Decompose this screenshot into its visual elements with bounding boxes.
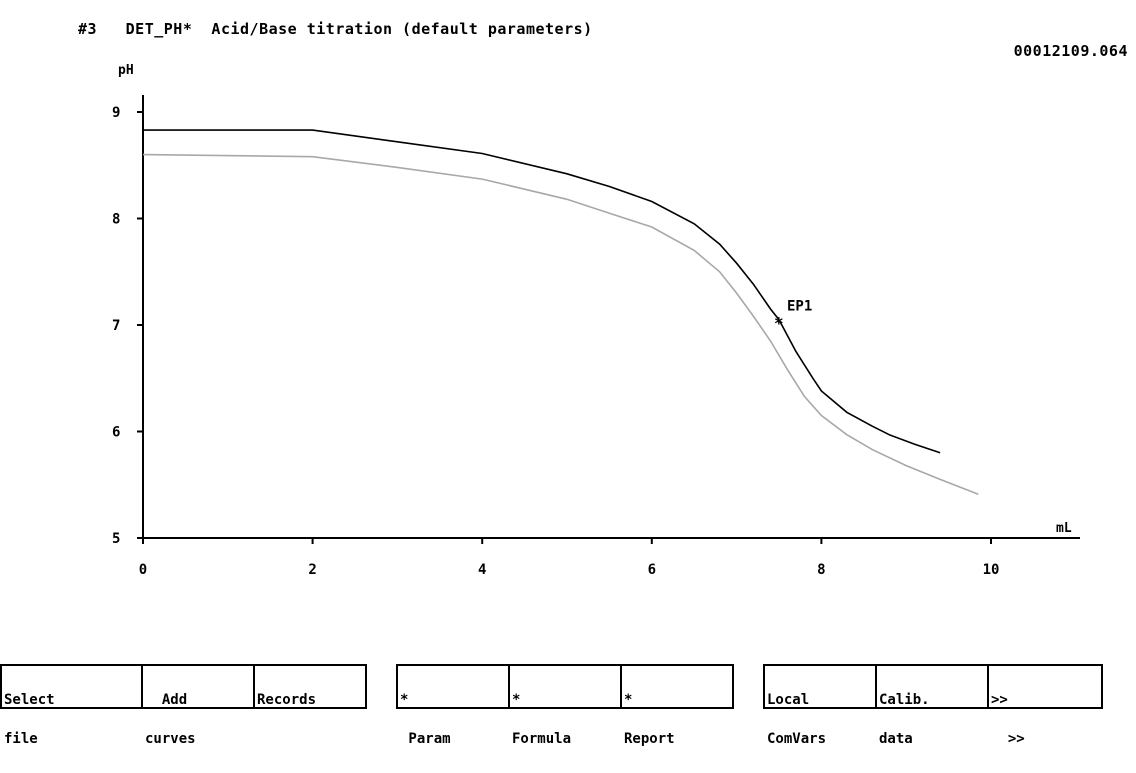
- fkey-label-line1: *: [400, 692, 409, 708]
- y-axis-label: pH: [118, 63, 134, 78]
- series-line-1: [143, 129, 941, 454]
- x-tick-label: 2: [308, 562, 316, 578]
- fkey-label-line2: ComVars: [767, 731, 827, 747]
- titration-chart: pH mL 5 6 7 8 9 0 2 4 6 8 10 *EP1: [112, 63, 1080, 578]
- fkey-report[interactable]: * Report: [620, 664, 734, 746]
- y-tick-label: 7: [112, 318, 120, 334]
- chart-annotations: *EP1: [774, 299, 812, 333]
- chart-ticks: 5 6 7 8 9 0 2 4 6 8 10: [112, 105, 999, 578]
- fkey-select-file[interactable]: Select file: [0, 664, 143, 746]
- file-id: 00012109.064: [1013, 42, 1128, 60]
- fkey-label-line1: Local: [767, 692, 810, 708]
- endpoint-label: EP1: [787, 299, 812, 315]
- fkey-label-line2: data: [879, 731, 913, 747]
- fkey-label-line1: Calib.: [879, 692, 930, 708]
- fkey-label-line1: >>: [991, 692, 1008, 708]
- x-tick-label: 6: [648, 562, 656, 578]
- fkey-label-line2: file: [4, 731, 38, 747]
- fkey-label-line1: Add: [145, 692, 188, 708]
- fkey-records[interactable]: Records: [253, 664, 367, 709]
- y-tick-label: 9: [112, 105, 120, 121]
- fkey-param[interactable]: * Param: [396, 664, 510, 746]
- function-key-bar: Select file Add curves Records * Param *…: [0, 664, 1136, 746]
- fkey-label-line2: Formula: [512, 731, 572, 747]
- series-line-2: [142, 153, 979, 496]
- fkey-add-curves[interactable]: Add curves: [141, 664, 255, 746]
- chart-title: #3 DET_PH* Acid/Base titration (default …: [78, 20, 593, 38]
- fkey-label-line2: Param: [400, 731, 451, 747]
- fkey-label-line2: >>: [991, 731, 1025, 747]
- x-tick-label: 4: [478, 562, 486, 578]
- fkey-label-line1: Records: [257, 692, 317, 708]
- y-tick-label: 6: [112, 425, 120, 441]
- fkey-label-line1: *: [512, 692, 521, 708]
- chart-series: [142, 129, 979, 496]
- y-tick-label: 8: [112, 212, 120, 228]
- x-axis-label: mL: [1056, 521, 1072, 536]
- x-tick-label: 10: [983, 562, 1000, 578]
- fkey-label-line2: Report: [624, 731, 675, 747]
- fkey-formula[interactable]: * Formula: [508, 664, 622, 746]
- endpoint-marker: *: [774, 314, 784, 333]
- fkey-more[interactable]: >> >>: [987, 664, 1103, 746]
- x-tick-label: 0: [139, 562, 147, 578]
- fkey-label-line2: curves: [145, 731, 196, 747]
- chart-axes: pH mL: [118, 63, 1080, 539]
- fkey-local-comvars[interactable]: Local ComVars: [763, 664, 877, 746]
- x-tick-label: 8: [817, 562, 825, 578]
- fkey-calib-data[interactable]: Calib. data: [875, 664, 989, 746]
- y-tick-label: 5: [112, 531, 120, 547]
- fkey-label-line1: Select: [4, 692, 55, 708]
- fkey-label-line1: *: [624, 692, 633, 708]
